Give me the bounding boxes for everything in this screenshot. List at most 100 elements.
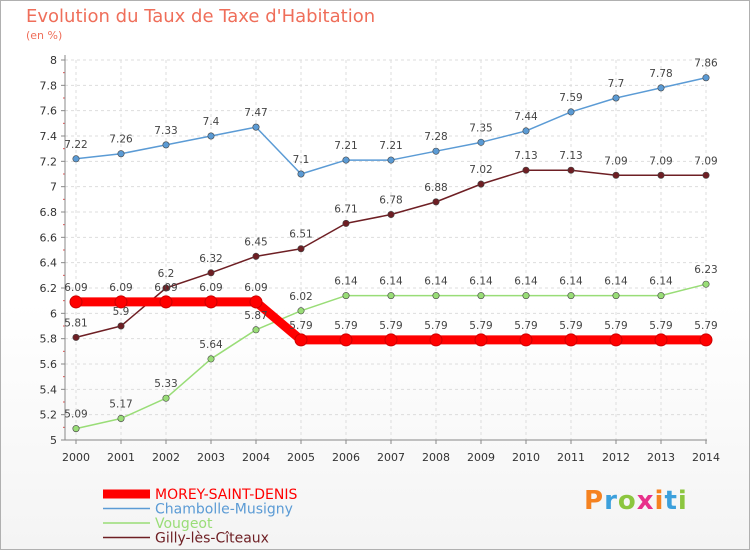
data-point [252,326,260,334]
data-label: 7.1 [293,154,310,166]
legend-entry: Chambolle-Musigny [155,502,293,518]
data-label: 6.51 [289,229,312,241]
data-label: 5.17 [109,398,132,410]
data-point [432,292,440,300]
y-tick-label: 7.2 [40,155,58,168]
data-point [207,355,215,363]
data-point [162,394,170,402]
legend: MOREY-SAINT-DENISChambolle-MusignyVougeo… [103,487,297,547]
x-tick-label: 2002 [152,451,180,464]
data-label: 6.14 [379,276,403,288]
data-label: 7.22 [64,139,87,151]
data-point [429,333,443,347]
data-point [114,295,128,309]
logo-letter: r [604,486,618,516]
data-label: 7.13 [559,150,582,162]
data-label: 6.71 [334,203,357,215]
data-label: 7.28 [424,131,447,143]
data-point [117,322,125,330]
data-label: 7.09 [649,155,672,167]
data-label: 5.79 [514,320,537,332]
data-label: 7.78 [649,68,672,80]
data-point [702,280,710,288]
data-point [567,108,575,116]
axes: 5 5.2 5.4 5.6 5.8 6 6.2 6.4 6.6 6.8 7 7.2 7.4 7.6 7.8 8… [40,54,721,464]
data-label: 6.14 [334,276,358,288]
data-label: 6.14 [559,276,583,288]
data-label: 5.79 [469,320,492,332]
legend-entry: Vougeot [155,516,213,532]
data-label: 7.09 [604,155,627,167]
data-label: 5.87 [244,310,267,322]
data-point [297,245,305,253]
x-tick-label: 2014 [692,451,720,464]
data-point [342,292,350,300]
data-point [477,138,485,146]
data-label: 7.86 [694,58,718,70]
data-point [567,166,575,174]
data-point [252,123,260,131]
data-point [432,198,440,206]
data-point [657,292,665,300]
y-tick-label: 5.8 [40,333,58,346]
legend-entry: Gilly-lès-Cîteaux [155,531,269,547]
data-label: 6.14 [604,276,628,288]
data-point [387,156,395,164]
data-point [204,295,218,309]
data-label: 7.44 [514,111,538,123]
data-label: 5.64 [199,339,223,351]
x-tick-label: 2003 [197,451,225,464]
data-point [72,425,80,433]
data-label: 6.78 [379,195,402,207]
data-label: 5.79 [424,320,447,332]
data-label: 5.9 [113,306,130,318]
data-point [522,127,530,135]
data-label: 5.79 [649,320,672,332]
data-point [207,132,215,140]
data-label: 5.79 [289,320,312,332]
data-labels: 6.09 6.09 6.09 6.09 6.09 5.79 5.79 5.79 5.79 5.79… [64,58,718,421]
data-point [702,171,710,179]
y-tick-label: 8 [50,54,57,67]
data-point [654,333,668,347]
x-tick-label: 2012 [602,451,630,464]
data-point [387,292,395,300]
data-point [567,292,575,300]
y-tick-label: 5.2 [40,409,58,422]
data-label: 6.09 [244,282,267,294]
data-label: 6.23 [694,264,717,276]
data-label: 6.32 [199,253,222,265]
data-label: 5.09 [64,409,87,421]
data-point [519,333,533,347]
data-point [342,156,350,164]
x-tick-label: 2010 [512,451,540,464]
data-label: 6.09 [154,282,177,294]
data-label: 7.02 [469,164,492,176]
y-tick-label: 6.2 [40,282,58,295]
data-point [294,333,308,347]
data-point [207,269,215,277]
x-tick-label: 2008 [422,451,450,464]
data-point [477,180,485,188]
data-label: 7.21 [334,140,357,152]
data-label: 5.33 [154,378,177,390]
data-point [387,211,395,219]
data-point [612,292,620,300]
chart-title: Evolution du Taux de Taxe d'Habitation [26,6,376,27]
x-tick-label: 2013 [647,451,675,464]
data-point [69,295,83,309]
data-point [117,414,125,422]
data-label: 5.79 [559,320,582,332]
data-label: 6.09 [64,282,87,294]
data-point [339,333,353,347]
data-point [477,292,485,300]
y-tick-label: 7.8 [40,79,58,92]
data-label: 7.21 [379,140,402,152]
data-label: 6.2 [158,268,175,280]
data-label: 7.13 [514,150,537,162]
data-label: 6.14 [514,276,538,288]
x-tick-label: 2000 [62,451,90,464]
data-point [249,295,263,309]
